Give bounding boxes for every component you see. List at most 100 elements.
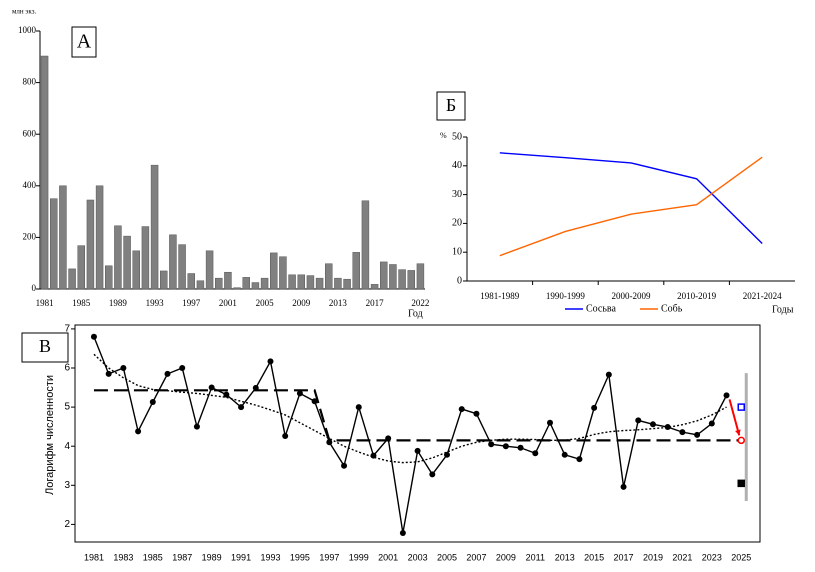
series-line bbox=[93, 353, 727, 464]
bar bbox=[105, 265, 113, 290]
y-tick-label: 6 bbox=[64, 363, 70, 374]
x-tick-label: 2022 bbox=[411, 298, 429, 308]
bar bbox=[233, 287, 241, 290]
point bbox=[561, 451, 568, 458]
bar bbox=[50, 198, 58, 290]
x-tick-label: 1989 bbox=[202, 552, 222, 562]
plot-frame bbox=[74, 324, 761, 543]
y-axis-label: Логарифм численности bbox=[44, 375, 56, 495]
x-axis-label: Годы bbox=[772, 304, 794, 315]
point bbox=[458, 406, 465, 413]
bar bbox=[59, 185, 67, 290]
bar bbox=[141, 226, 150, 290]
y-tick-label: 40 bbox=[452, 160, 462, 171]
y-tick-label: 1000 bbox=[18, 25, 37, 35]
bar bbox=[398, 269, 406, 290]
point bbox=[399, 530, 406, 537]
series-line bbox=[93, 336, 728, 534]
point bbox=[532, 450, 539, 457]
x-tick-label: 2017 bbox=[614, 552, 634, 562]
point bbox=[473, 410, 480, 417]
point bbox=[326, 439, 333, 446]
point bbox=[502, 443, 509, 450]
point bbox=[296, 390, 303, 397]
x-tick-label: 1991 bbox=[231, 552, 251, 562]
x-tick-label: 2011 bbox=[526, 552, 545, 562]
y-tick-label: 50 bbox=[452, 131, 462, 142]
x-tick-label: 1993 bbox=[260, 552, 280, 562]
y-tick-label: 0 bbox=[32, 283, 37, 293]
x-tick-label: 1981-1989 bbox=[480, 291, 519, 301]
bar bbox=[95, 185, 104, 290]
marker bbox=[737, 436, 745, 445]
bar bbox=[279, 256, 287, 290]
point bbox=[576, 456, 583, 463]
x-tick-label: 1993 bbox=[146, 298, 165, 308]
point bbox=[238, 404, 245, 411]
point bbox=[179, 365, 186, 372]
bar bbox=[297, 274, 305, 290]
point bbox=[341, 462, 348, 469]
x-tick-label: 2015 bbox=[584, 552, 604, 562]
point bbox=[723, 392, 730, 399]
bar bbox=[370, 284, 379, 290]
x-axis-label: Год bbox=[408, 308, 423, 319]
bar bbox=[380, 261, 388, 290]
bar bbox=[205, 250, 214, 290]
bar bbox=[325, 263, 333, 290]
bar bbox=[361, 200, 370, 290]
panel-label: В bbox=[39, 336, 51, 356]
x-tick-label: 1995 bbox=[290, 552, 310, 562]
y-tick-label: 400 bbox=[23, 180, 37, 190]
x-tick-label: 1997 bbox=[319, 552, 339, 562]
point bbox=[355, 404, 362, 411]
x-tick-label: 1989 bbox=[109, 298, 128, 308]
panel-label: А bbox=[77, 31, 92, 53]
panel-box bbox=[21, 332, 69, 363]
bar bbox=[416, 263, 425, 290]
x-tick-label: 1981 bbox=[36, 298, 54, 308]
y-tick-label: 0 bbox=[457, 275, 462, 286]
bar bbox=[123, 235, 131, 290]
point bbox=[105, 370, 112, 377]
point bbox=[488, 441, 495, 448]
marker bbox=[737, 403, 745, 411]
panel-box bbox=[436, 91, 466, 121]
bar bbox=[150, 164, 159, 290]
point bbox=[267, 358, 274, 365]
x-tick-label: 2009 bbox=[496, 552, 516, 562]
x-tick-label: 2021 bbox=[672, 552, 692, 562]
y-axis-label: % bbox=[440, 131, 447, 140]
marker bbox=[737, 479, 745, 488]
point bbox=[679, 429, 686, 436]
point bbox=[620, 483, 627, 490]
x-tick-label: 1987 bbox=[172, 552, 192, 562]
x-tick-label: 2001 bbox=[378, 552, 398, 562]
arrow-head bbox=[735, 429, 741, 436]
x-tick-label: 1997 bbox=[182, 298, 201, 308]
legend-label: Сосьва bbox=[586, 303, 617, 314]
point bbox=[664, 424, 671, 431]
y-tick-label: 200 bbox=[23, 231, 37, 241]
point bbox=[90, 333, 97, 340]
arrow bbox=[728, 399, 741, 436]
panel-box bbox=[71, 26, 97, 58]
bar bbox=[196, 280, 205, 290]
x-tick-label: 2005 bbox=[437, 552, 457, 562]
bar bbox=[315, 277, 324, 290]
point bbox=[414, 447, 421, 454]
bar bbox=[288, 274, 296, 290]
bar bbox=[334, 277, 342, 290]
point bbox=[149, 399, 156, 406]
x-tick-label: 2013 bbox=[555, 552, 575, 562]
bar bbox=[169, 234, 177, 290]
point bbox=[208, 384, 215, 391]
point bbox=[282, 433, 289, 440]
y-tick-label: 800 bbox=[23, 77, 37, 87]
bar bbox=[178, 244, 186, 290]
y-tick-label: 2 bbox=[64, 519, 70, 530]
point bbox=[591, 404, 598, 411]
bar bbox=[40, 55, 49, 290]
x-tick-label: 2005 bbox=[256, 298, 275, 308]
bar bbox=[160, 270, 168, 290]
